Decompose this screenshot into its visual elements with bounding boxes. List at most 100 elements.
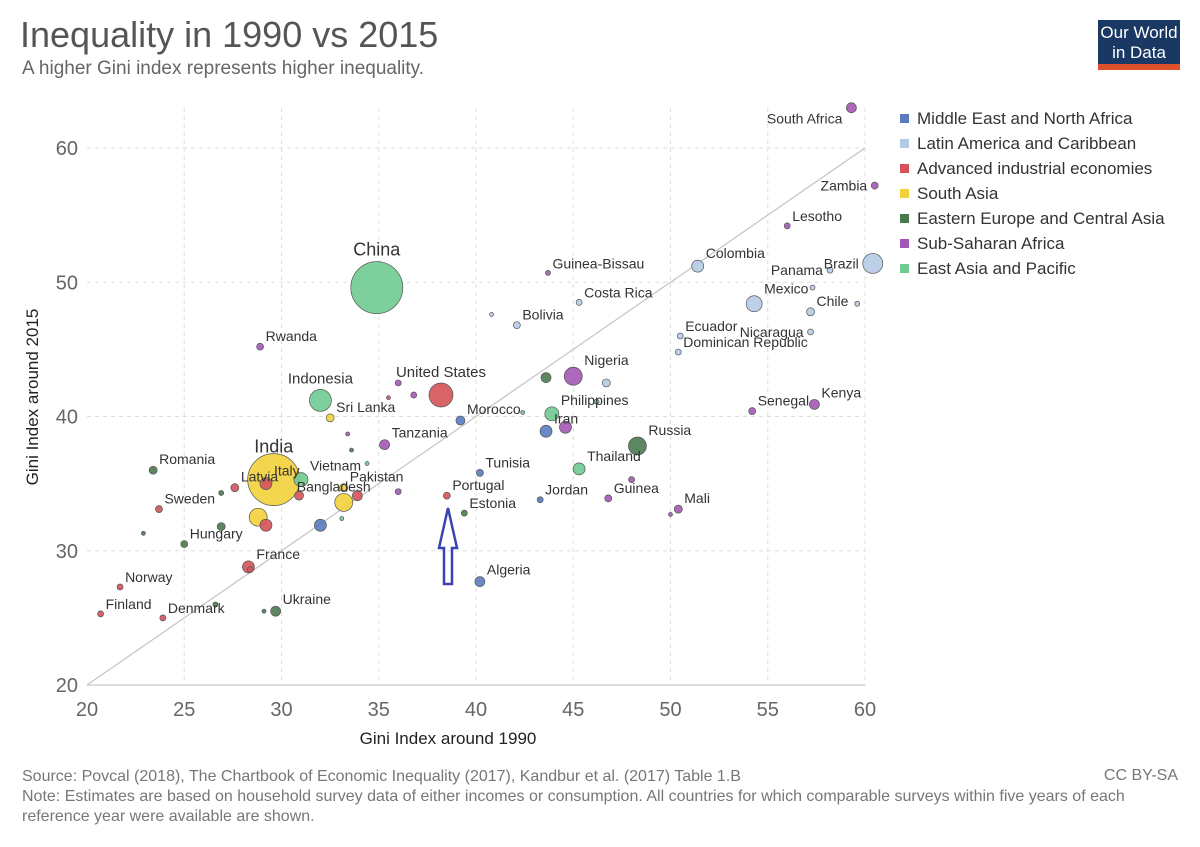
point-label: Portugal [452,477,504,493]
data-point [846,102,857,114]
point-label: Ecuador [685,318,737,334]
point-label: Guinea [614,480,659,496]
data-point [212,601,219,608]
data-point [854,300,861,307]
data-point [155,505,163,513]
data-point [674,348,682,356]
data-point [394,488,402,496]
point-label: Finland [106,596,152,612]
data-point [628,436,647,456]
point-label: Costa Rica [584,284,653,300]
point-label: Mexico [764,281,809,297]
data-point [691,259,705,273]
point-label: Vietnam [310,458,361,474]
data-point [512,321,521,330]
source-text[interactable]: Source: Povcal (2018), The Chartbook of … [22,768,741,785]
data-point [259,477,273,490]
data-point [216,522,226,531]
x-tick-label: 55 [757,699,779,721]
data-point [386,395,391,401]
point-label: Iran [554,410,578,426]
legend-swatch [900,114,909,123]
data-point [575,299,583,306]
data-point [259,518,273,532]
data-point [345,431,350,437]
data-point [334,493,354,512]
data-point [455,415,466,426]
data-point [783,222,791,230]
owid-logo[interactable]: Our World in Data [1098,20,1180,70]
legend-label: Latin America and Caribbean [917,133,1137,153]
data-point [544,406,560,422]
data-point [668,512,673,517]
data-point [474,576,486,587]
point-label: Denmark [168,600,226,616]
point-label: Kenya [821,384,861,400]
data-point [339,483,349,493]
legend-item[interactable]: Middle East and North Africa [900,106,1165,131]
chart-subtitle: A higher Gini index represents higher in… [22,58,425,79]
point-label: Latvia [241,469,279,485]
data-point [352,490,363,502]
chart-title: Inequality in 1990 vs 2015 [20,14,439,55]
data-point [314,518,327,532]
x-tick-label: 45 [562,699,584,721]
data-point [293,472,309,487]
data-point [476,469,484,477]
legend-item[interactable]: Latin America and Caribbean [900,131,1165,156]
legend-item[interactable]: Advanced industrial economies [900,156,1165,181]
data-point [745,295,763,313]
point-label: Rwanda [266,328,318,344]
license-link[interactable]: CC BY-SA [1103,767,1178,784]
legend-item[interactable]: Eastern Europe and Central Asia [900,206,1165,231]
legend-label: South Asia [917,183,999,203]
legend-item[interactable]: Sub-Saharan Africa [900,231,1165,256]
legend-swatch [900,139,909,148]
point-label: Brazil [824,255,859,271]
data-point [364,461,370,466]
point-label: France [256,546,300,562]
point-label: Chile [817,293,849,309]
chart-footer: Source: Povcal (2018), The Chartbook of … [22,767,1182,827]
data-point [218,490,225,496]
note-text: Note: Estimates are based on household s… [22,788,1125,825]
point-label: Indonesia [288,370,354,387]
point-label: Hungary [190,526,243,542]
point-label: Lesotho [792,208,842,224]
data-point [349,447,354,453]
data-point [261,608,267,614]
point-label: Nigeria [584,352,629,368]
point-label: United States [396,364,486,381]
legend-swatch [900,214,909,223]
point-label: Guinea-Bissau [552,255,644,271]
data-point [339,516,345,521]
point-label: Romania [159,451,215,467]
point-label: Jordan [545,482,588,498]
y-tick-label: 20 [56,675,78,697]
data-point [628,476,635,483]
data-point [247,566,254,573]
point-label: Algeria [487,562,531,578]
data-point [428,382,454,408]
data-point [809,399,820,410]
data-point [325,413,335,423]
logo-line-1: Our World [1100,23,1178,42]
point-label: Dominican Republic [683,334,808,350]
data-point [520,410,526,415]
data-point [460,509,468,517]
legend-item[interactable]: South Asia [900,181,1165,206]
equality-diagonal-line [86,147,866,686]
point-label: Bolivia [522,307,563,323]
up-arrow-icon [437,507,459,586]
point-label: Russia [648,422,691,438]
legend-item[interactable]: East Asia and Pacific [900,256,1165,281]
data-point [593,398,600,405]
data-point [862,253,884,274]
point-label: Tunisia [485,454,530,470]
legend-swatch [900,189,909,198]
data-point [809,284,816,291]
y-tick-label: 30 [56,541,78,563]
legend-label: Advanced industrial economies [917,158,1153,178]
point-label: Italy [274,463,300,479]
chart-legend: Middle East and North Africa Latin Americ… [900,106,1165,281]
